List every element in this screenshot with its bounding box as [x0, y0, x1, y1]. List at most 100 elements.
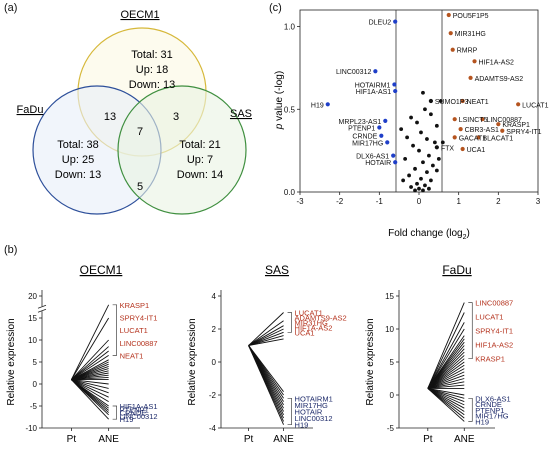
gene-label-up: ADAMTS9-AS2 — [295, 313, 347, 322]
line-chart-series-line — [248, 320, 284, 346]
volcano-point-uca1 — [460, 146, 465, 152]
gene-label-down: MIR17HG — [295, 401, 329, 410]
gene-label-down: CRNDE — [120, 409, 147, 418]
line-chart-series-line — [427, 387, 465, 399]
panel-label-b: (b) — [4, 244, 18, 256]
line-chart-series-line — [427, 374, 465, 389]
line-chart-series-line — [71, 379, 109, 402]
volcano-point-sumo1p3 — [428, 98, 433, 104]
volcano-xtick-label: 0 — [417, 197, 422, 206]
line-chart-ytick-label: 0 — [390, 391, 395, 400]
gene-bracket-down — [468, 397, 473, 422]
volcano-point — [440, 140, 445, 145]
gene-label-down: HOTAIRM1 — [295, 394, 333, 403]
line-chart-ytick-label: 15 — [28, 314, 37, 323]
line-chart-ytick-label: 5 — [390, 358, 395, 367]
line-chart-xtick-label: ANE — [98, 434, 119, 445]
volcano-point-label: LINC00312 — [336, 69, 372, 76]
line-chart-title: SAS — [265, 263, 289, 277]
volcano-xtick-label: -1 — [376, 197, 384, 206]
gene-bracket-up — [287, 312, 292, 333]
line-chart-series-line — [427, 361, 465, 389]
line-chart-series-line — [248, 345, 284, 425]
line-chart-series-line — [427, 364, 465, 389]
volcano-point-mir31hg — [448, 31, 453, 36]
line-chart-series-line — [427, 387, 465, 396]
venn-down-fadu: Down: 13 — [55, 169, 101, 181]
line-chart-series-line — [71, 379, 109, 385]
venn-overlap-oecm1-sas: 3 — [173, 111, 179, 123]
volcano-xtick-label: 3 — [536, 197, 541, 206]
venn-up-oecm1: Up: 18 — [136, 64, 168, 76]
gene-label-up: UCA1 — [295, 328, 315, 337]
volcano-point — [419, 176, 423, 181]
line-chart-series-line — [427, 312, 465, 389]
line-chart-series-line — [427, 384, 465, 389]
line-chart-ytick-label: 20 — [28, 292, 37, 301]
line-chart-series-line — [427, 328, 465, 389]
line-chart-xtick-label: ANE — [273, 434, 294, 445]
line-chart-xtick-label: Pt — [244, 434, 254, 445]
venn-overlap-all: 7 — [137, 126, 143, 138]
line-chart-series-line — [248, 328, 284, 346]
volcano-point-label: FTX — [441, 145, 455, 152]
gene-label-down: LINC00312 — [120, 412, 158, 421]
volcano-point-lsinct5 — [452, 117, 457, 122]
axis-break-mark — [37, 308, 47, 313]
volcano-point — [413, 166, 417, 171]
line-chart-sas: SAS Relative expression -4 -2 0 2 4 Pt ANE LUCAT1… — [187, 263, 347, 445]
volcano-point — [421, 188, 425, 193]
volcano-point — [417, 148, 421, 153]
volcano-ytick-label: 0.5 — [284, 105, 296, 114]
volcano-point — [425, 137, 429, 141]
volcano-point-hif1a-as2 — [472, 59, 477, 64]
volcano-point-label: HOTAIRM1 — [355, 82, 391, 89]
line-chart-xtick-label: Pt — [67, 434, 77, 445]
volcano-point-hotairm1 — [392, 82, 397, 87]
volcano-point — [401, 178, 406, 183]
volcano-point-hif1a-as1 — [393, 88, 398, 94]
volcano-point — [438, 99, 443, 103]
volcano-point-cbr3-as1 — [458, 127, 463, 132]
volcano-point-label: HIF1A-AS1 — [356, 89, 392, 96]
line-chart-series-line — [427, 322, 465, 389]
line-chart-ytick-label: -2 — [209, 391, 217, 400]
volcano-point — [399, 127, 404, 132]
volcano-point-label: HOTAIR — [365, 160, 391, 167]
gene-label-up: KRASP1 — [120, 301, 150, 310]
venn-down-sas: Down: 14 — [177, 169, 223, 181]
volcano-point — [434, 123, 439, 128]
volcano-point-label: NEAT1 — [467, 99, 489, 106]
volcano-point — [415, 120, 419, 125]
venn-total-oecm1: Total: 31 — [131, 49, 173, 61]
line-chart-ytick-label: 15 — [385, 292, 394, 301]
volcano-point-label: KRASP1 — [502, 122, 530, 129]
gene-label-down: CRNDE — [475, 400, 502, 409]
venn-total-fadu: Total: 38 — [57, 139, 99, 151]
volcano-point — [403, 157, 408, 161]
volcano-point — [423, 107, 427, 112]
line-chart-series-line — [71, 346, 109, 380]
venn-up-sas: Up: 7 — [187, 154, 213, 166]
gene-label-up: KRASP1 — [475, 355, 505, 364]
line-chart-series-line — [427, 368, 465, 389]
line-chart-series-line — [248, 331, 284, 346]
volcano-point-label: SPRY4-IT1 — [506, 129, 541, 136]
line-chart-series-line — [427, 302, 465, 389]
line-chart-series-line — [427, 387, 465, 403]
axis-break-mark — [37, 304, 47, 309]
venn-circle-sas — [117, 85, 247, 215]
gene-label-down: PTENP1 — [475, 406, 504, 415]
volcano-point-mrpl23-as1 — [383, 118, 388, 123]
volcano-point — [409, 185, 413, 189]
line-chart-series-line — [427, 371, 465, 389]
line-chart-series-line — [71, 379, 109, 394]
line-chart-ytick-label: 10 — [28, 336, 37, 345]
volcano-axes: -3 -2 -1 0 1 2 3 0.0 0.5 1.0 — [284, 9, 541, 206]
gene-label-up: HIF1A-AS2 — [295, 323, 333, 332]
volcano-point-label: DLEU2 — [369, 20, 392, 27]
gene-label-down: LINC00312 — [295, 414, 333, 423]
line-chart-series-line — [71, 379, 109, 420]
volcano-point-neat1 — [460, 98, 465, 104]
volcano-point — [436, 157, 441, 161]
